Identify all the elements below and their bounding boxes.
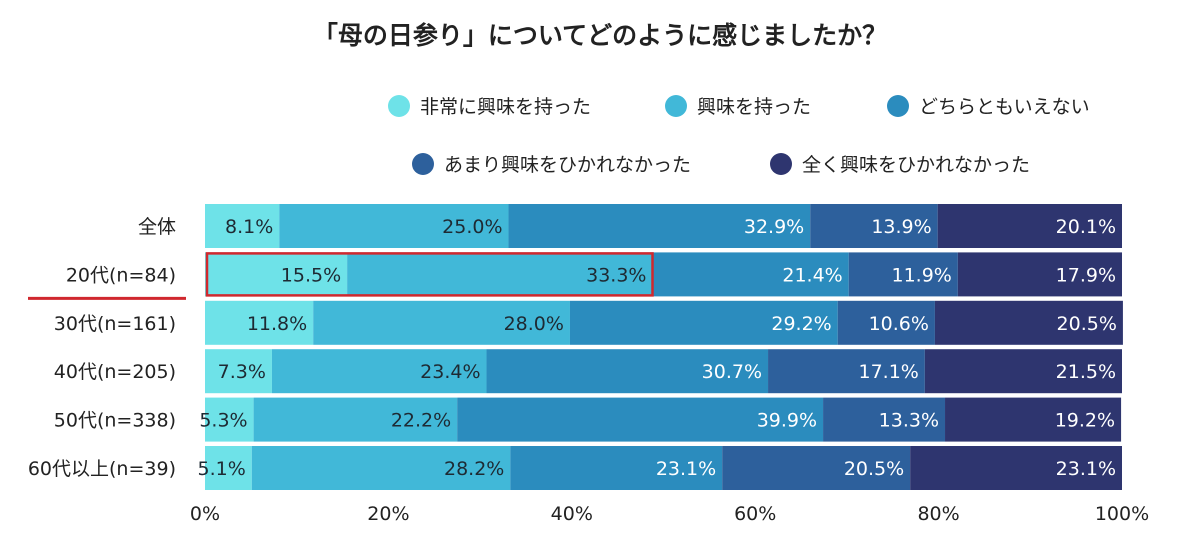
data-label: 22.2% xyxy=(391,410,451,432)
bar-segment xyxy=(205,252,348,297)
bar-segment xyxy=(937,204,1122,248)
bar-segment xyxy=(722,446,911,490)
data-label: 23.1% xyxy=(1056,458,1116,480)
data-label: 20.5% xyxy=(1057,313,1117,335)
bar-segment xyxy=(924,349,1122,394)
data-label: 23.1% xyxy=(656,458,716,480)
data-label: 21.5% xyxy=(1056,361,1116,383)
bar-segment xyxy=(910,446,1122,490)
legend-item: どちらともいえない xyxy=(887,92,1090,119)
x-tick-label: 60% xyxy=(734,503,776,525)
highlight-box xyxy=(205,252,654,297)
data-label: 28.0% xyxy=(504,313,564,335)
legend-label: どちらともいえない xyxy=(919,96,1090,118)
legend-item: あまり興味をひかれなかった xyxy=(412,150,691,177)
bar-segment xyxy=(251,446,511,490)
legend-swatch xyxy=(412,152,434,175)
data-label: 20.5% xyxy=(844,458,904,480)
data-label: 17.1% xyxy=(858,361,918,383)
data-label: 28.2% xyxy=(444,458,504,480)
category-label: 40代(n=205) xyxy=(54,361,176,383)
data-label: 20.1% xyxy=(1056,216,1116,238)
data-label: 19.2% xyxy=(1055,410,1115,432)
bar-segment xyxy=(205,397,254,442)
bar-segment xyxy=(508,204,811,248)
bar-segment xyxy=(510,446,723,490)
bar-segment xyxy=(848,252,958,297)
bar-segment xyxy=(253,397,458,442)
data-label: 17.9% xyxy=(1056,264,1116,286)
data-label: 8.1% xyxy=(225,216,273,238)
bar-segment xyxy=(945,397,1122,442)
data-label: 10.6% xyxy=(869,313,929,335)
bar-segment xyxy=(957,252,1122,297)
legend-item: 非常に興味を持った xyxy=(388,92,591,119)
bar-segment xyxy=(810,204,938,248)
legend-label: 非常に興味を持った xyxy=(420,96,592,118)
legend-swatch xyxy=(770,152,792,175)
bar-segment xyxy=(205,349,272,394)
data-label: 21.4% xyxy=(782,264,842,286)
bar-segment xyxy=(457,397,824,442)
data-label: 25.0% xyxy=(442,216,502,238)
x-tick-label: 80% xyxy=(917,503,959,525)
data-label: 32.9% xyxy=(744,216,804,238)
bar-segment xyxy=(313,300,570,345)
bar-segment xyxy=(279,204,509,248)
data-label: 15.5% xyxy=(281,264,341,286)
bar-segment xyxy=(486,349,769,394)
legend-label: あまり興味をひかれなかった xyxy=(444,154,692,176)
data-label: 5.1% xyxy=(197,458,245,480)
data-label: 33.3% xyxy=(586,264,646,286)
bar-segment xyxy=(271,349,487,394)
bar-segment xyxy=(569,300,838,345)
x-tick-label: 100% xyxy=(1095,503,1149,525)
x-tick-label: 40% xyxy=(551,503,593,525)
data-label: 29.2% xyxy=(771,313,831,335)
bar-segment xyxy=(205,204,280,248)
legend-label: 興味を持った xyxy=(697,96,812,118)
category-label: 60代以上(n=39) xyxy=(28,458,176,480)
bar-segment xyxy=(837,300,935,345)
bar-segment xyxy=(934,300,1123,345)
bar-segment xyxy=(823,397,946,442)
chart-title: 「母の日参り」についてどのように感じましたか？ xyxy=(312,21,888,50)
category-label: 全体 xyxy=(138,216,176,238)
legend-swatch xyxy=(665,94,687,117)
bar-segment xyxy=(652,252,849,297)
data-label: 30.7% xyxy=(702,361,762,383)
bar-segment xyxy=(205,446,252,490)
data-label: 13.9% xyxy=(871,216,931,238)
data-label: 11.9% xyxy=(891,264,951,286)
data-label: 11.8% xyxy=(247,313,307,335)
data-label: 23.4% xyxy=(420,361,480,383)
legend-label: 全く興味をひかれなかった xyxy=(802,154,1031,176)
category-label: 20代(n=84) xyxy=(66,264,176,286)
category-label: 50代(n=338) xyxy=(54,410,176,432)
data-label: 13.3% xyxy=(879,410,939,432)
legend-swatch xyxy=(388,94,410,117)
bar-segment xyxy=(205,300,314,345)
data-label: 7.3% xyxy=(218,361,266,383)
bar-segment xyxy=(347,252,653,297)
bar-segment xyxy=(768,349,925,394)
data-label: 39.9% xyxy=(757,410,817,432)
x-tick-label: 20% xyxy=(367,503,409,525)
legend-item: 興味を持った xyxy=(665,92,811,119)
category-label: 30代(n=161) xyxy=(54,313,176,335)
data-label: 5.3% xyxy=(199,410,247,432)
legend-swatch xyxy=(887,94,909,117)
x-tick-label: 0% xyxy=(190,503,220,525)
legend-item: 全く興味をひかれなかった xyxy=(770,150,1030,177)
